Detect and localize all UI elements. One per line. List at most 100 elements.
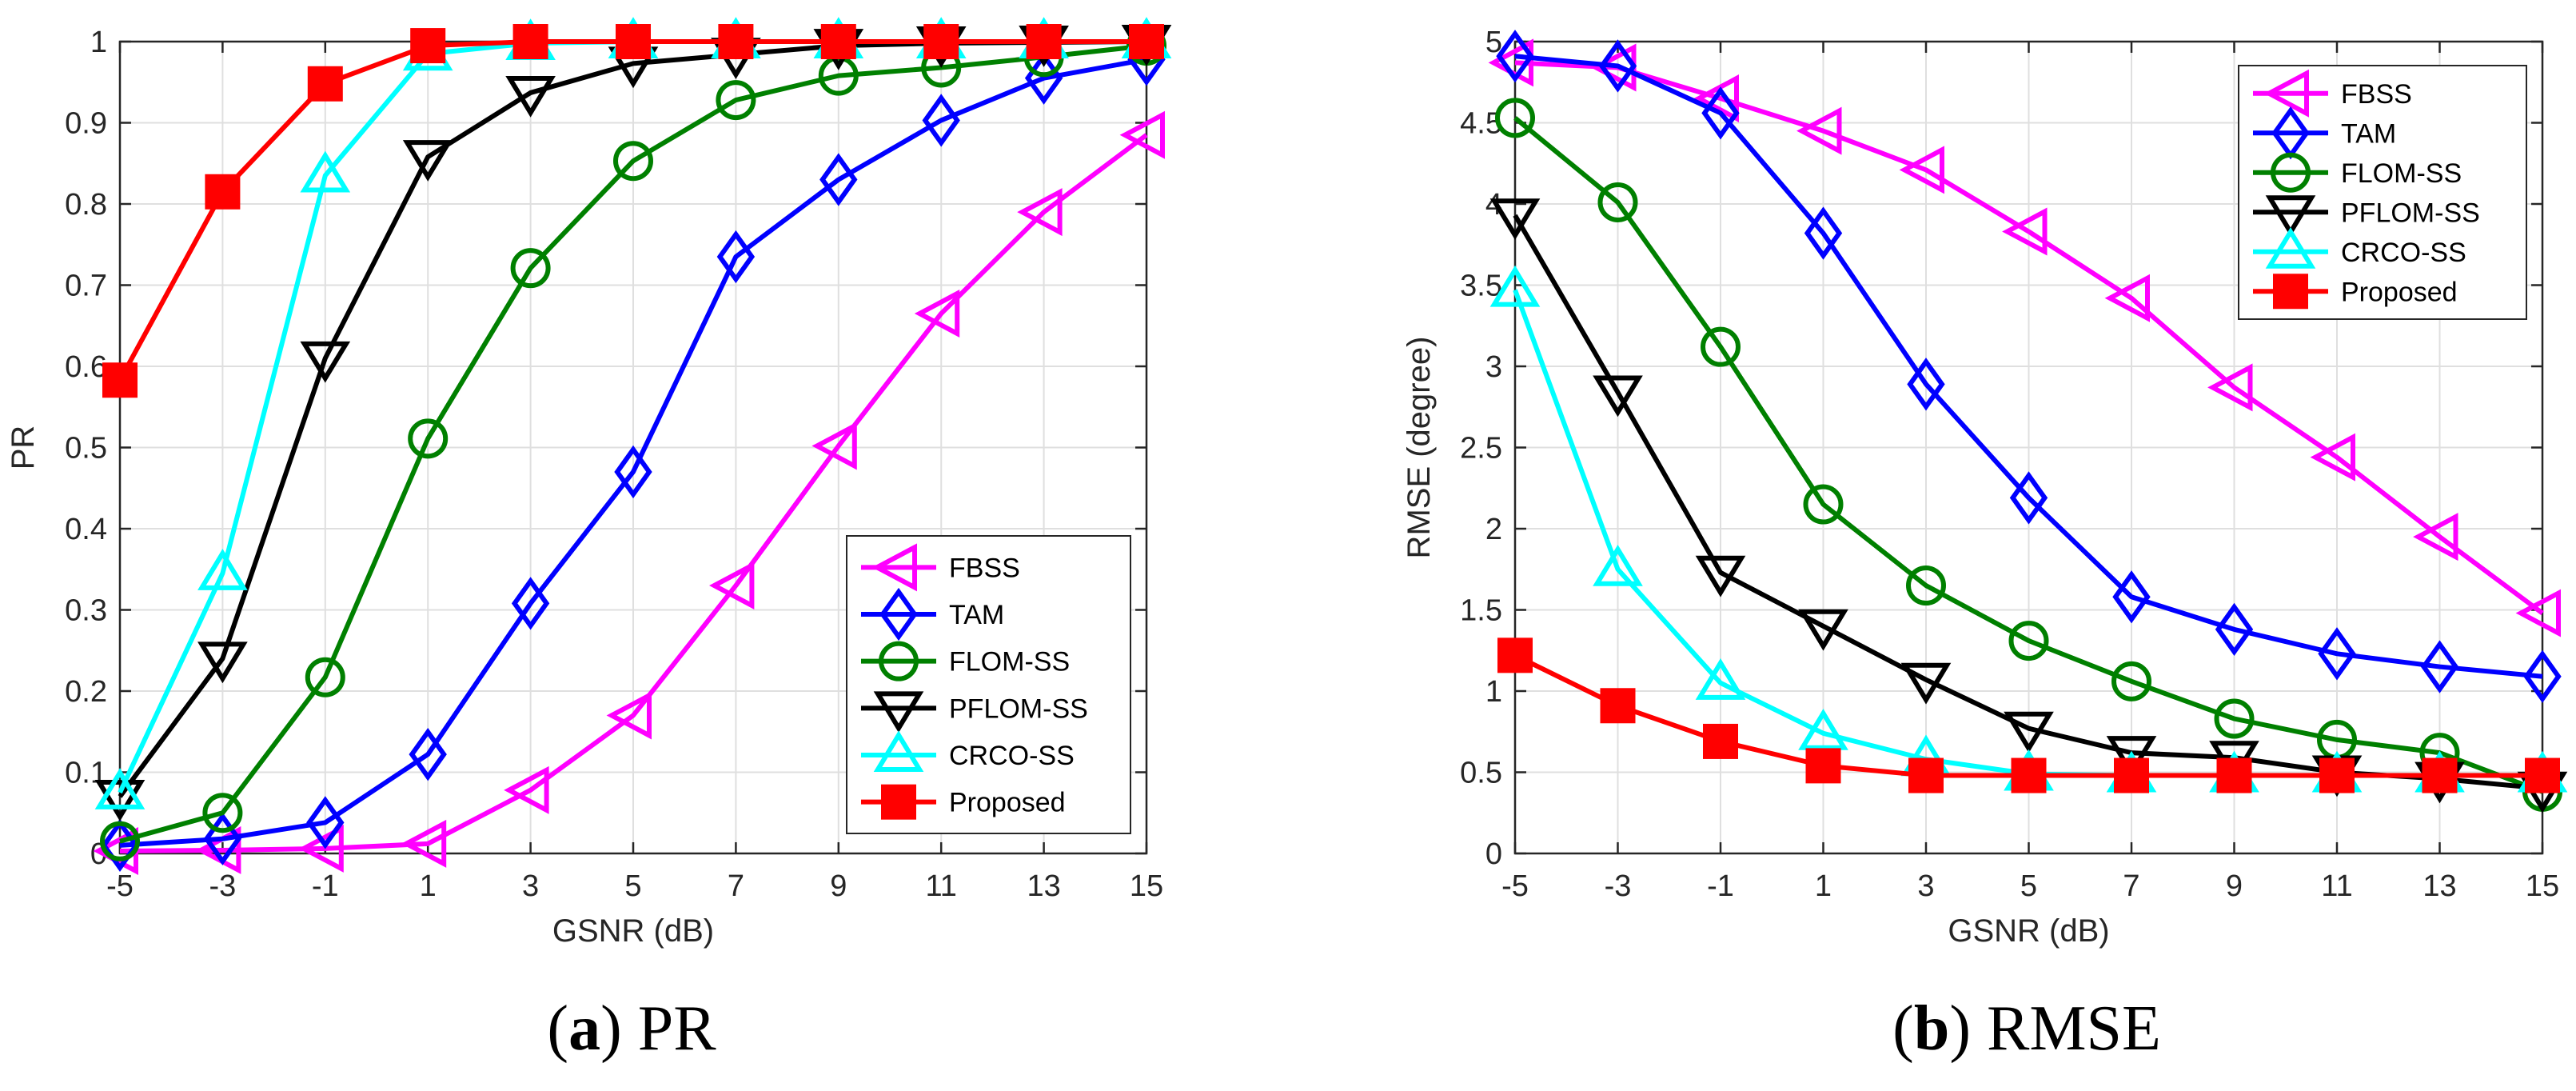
- data-point: [306, 796, 345, 849]
- y-tick-label: 0.9: [65, 107, 107, 141]
- x-tick-label: 9: [830, 869, 847, 903]
- y-tick-label: 0.8: [65, 188, 107, 222]
- legend-label: Proposed: [2341, 277, 2458, 307]
- legend-entry: FLOM-SS: [861, 641, 1070, 681]
- x-tick-label: 13: [2422, 869, 2456, 903]
- data-point: [512, 24, 548, 59]
- legend-label: CRCO-SS: [2341, 238, 2466, 268]
- data-point: [1703, 723, 1738, 759]
- y-axis: 00.511.522.533.544.55: [1460, 26, 2542, 871]
- data-point: [820, 24, 856, 59]
- data-point: [205, 174, 241, 210]
- legend-entry: CRCO-SS: [2253, 226, 2466, 269]
- x-tick-label: 7: [2123, 869, 2139, 903]
- caption-paren-close: ): [600, 993, 638, 1064]
- data-point: [2413, 513, 2458, 561]
- data-point: [2525, 757, 2560, 793]
- data-point: [616, 24, 651, 59]
- x-tick-label: 1: [1815, 869, 1832, 903]
- data-point: [2002, 207, 2048, 256]
- series-tam: [1496, 30, 2562, 703]
- x-tick-label: 7: [728, 869, 744, 903]
- legend-label: PFLOM-SS: [949, 693, 1088, 724]
- series-line: [1514, 54, 2543, 679]
- data-point: [1593, 375, 1643, 418]
- legend-label: FLOM-SS: [949, 647, 1070, 677]
- y-tick-label: 3.5: [1460, 270, 1502, 303]
- data-point: [914, 290, 960, 338]
- x-tick-label: 1: [420, 869, 437, 903]
- data-point: [102, 362, 138, 398]
- legend-entry: FBSS: [2253, 69, 2412, 118]
- data-point: [923, 24, 959, 59]
- data-point: [401, 819, 447, 868]
- legend-label: TAM: [949, 600, 1004, 630]
- data-point: [1593, 544, 1643, 586]
- y-tick-label: 1: [1485, 675, 1502, 709]
- legend-marker: [2273, 274, 2308, 310]
- data-point: [94, 779, 146, 821]
- legend-entry: FBSS: [861, 543, 1020, 592]
- y-axis-label: PR: [6, 426, 41, 470]
- x-tick-label: 9: [2226, 869, 2243, 903]
- data-point: [1908, 757, 1944, 793]
- data-point: [2114, 757, 2149, 793]
- y-tick-label: 0: [1485, 837, 1502, 871]
- data-point: [197, 641, 248, 684]
- x-axis-label: GSNR (dB): [552, 913, 714, 949]
- y-tick-label: 0.2: [65, 675, 107, 709]
- data-point: [922, 94, 960, 147]
- legend-entry: FLOM-SS: [2253, 152, 2462, 193]
- data-point: [1017, 188, 1063, 237]
- x-tick-label: 3: [1917, 869, 1934, 903]
- data-point: [2515, 589, 2561, 637]
- data-point: [300, 341, 351, 383]
- data-point: [1796, 106, 1842, 155]
- x-tick-label: -5: [1501, 869, 1529, 903]
- legend-entry: PFLOM-SS: [2253, 195, 2480, 238]
- series-proposed: [1497, 637, 2560, 793]
- series-line: [119, 57, 1147, 848]
- legend-label: FLOM-SS: [2341, 158, 2462, 189]
- legend-marker: [2265, 226, 2316, 269]
- series-proposed: [102, 24, 1164, 398]
- data-point: [1900, 662, 1952, 705]
- data-point: [2004, 711, 2054, 753]
- data-point: [1496, 30, 1534, 83]
- data-point: [305, 657, 345, 697]
- legend-entry: TAM: [861, 587, 1004, 641]
- data-point: [1600, 688, 1636, 724]
- y-tick-label: 5: [1485, 26, 1502, 59]
- legend-marker: [2263, 69, 2309, 118]
- legend-box: [846, 535, 1131, 834]
- y-tick-label: 0.5: [1460, 757, 1502, 790]
- data-point: [1804, 206, 1843, 260]
- data-point: [197, 549, 248, 590]
- x-tick-label: 15: [2526, 869, 2559, 903]
- y-tick-label: 1: [90, 26, 107, 59]
- data-point: [819, 153, 858, 206]
- caption-letter: b: [1914, 993, 1950, 1064]
- data-point: [1489, 198, 1541, 241]
- caption-title: RMSE: [1987, 993, 2161, 1064]
- data-point: [716, 230, 756, 284]
- series-line: [1513, 116, 2544, 794]
- panel-b-rmse: -5 -3 -1 1 3 5 7 9 11 13 1500.511.522.533.544.55GS…: [1402, 26, 2568, 1064]
- legend-label: TAM: [2341, 118, 2396, 149]
- x-tick-label: -1: [1707, 869, 1734, 903]
- data-point: [300, 150, 351, 193]
- data-point: [2112, 570, 2151, 624]
- y-tick-label: 4.5: [1460, 107, 1502, 141]
- legend-marker: [879, 641, 919, 681]
- y-tick-label: 0.4: [65, 513, 107, 546]
- data-point: [202, 793, 243, 833]
- data-point: [1907, 358, 1945, 411]
- data-point: [2420, 640, 2459, 693]
- x-tick-label: 11: [925, 869, 956, 903]
- x-tick-label: -5: [106, 869, 134, 903]
- legend-entry: PFLOM-SS: [861, 691, 1088, 733]
- y-tick-label: 2.5: [1460, 432, 1502, 466]
- series-line: [119, 133, 1148, 853]
- legend-entry: CRCO-SS: [861, 730, 1075, 772]
